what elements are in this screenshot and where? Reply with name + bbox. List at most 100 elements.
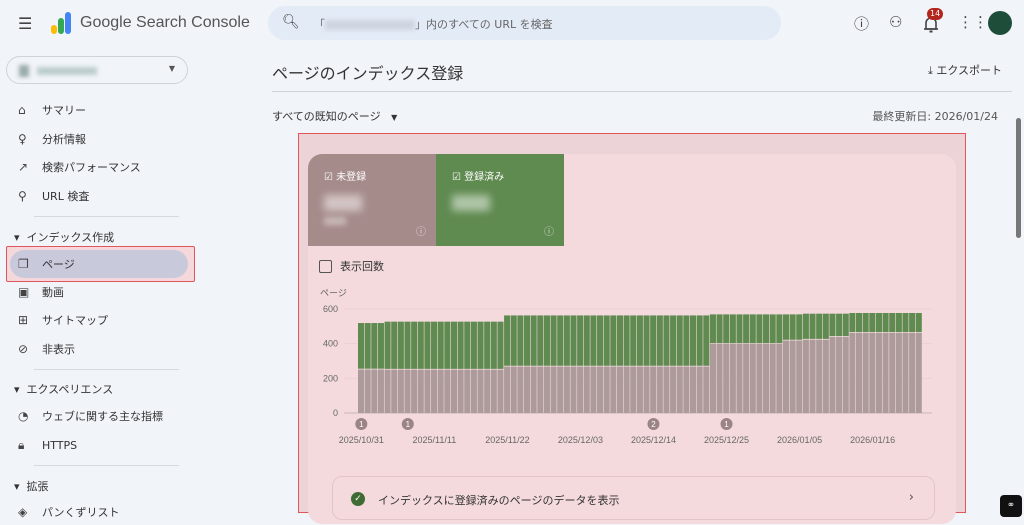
sidebar-item-insights[interactable]: ♀ 分析情報 <box>0 126 196 152</box>
bar-indexed <box>437 321 444 369</box>
bar-indexed <box>822 313 829 339</box>
bar-indexed <box>769 314 776 344</box>
help-icon[interactable]: ⓘ <box>544 227 554 238</box>
menu-icon[interactable]: ☰ <box>18 14 33 33</box>
bar-not-indexed <box>796 340 803 413</box>
bar-not-indexed <box>849 332 856 413</box>
sidebar-item-https[interactable]: 🔒︎ HTTPS <box>0 432 196 458</box>
notification-badge: 14 <box>927 8 944 20</box>
bar-indexed <box>371 323 378 369</box>
impressions-toggle[interactable]: 表示回数 <box>319 258 384 274</box>
sidebar-item-label: 検索パフォーマンス <box>42 161 141 174</box>
bar-indexed <box>789 314 796 340</box>
redacted-count <box>324 195 362 211</box>
bar-indexed <box>670 315 677 366</box>
bar-not-indexed <box>543 366 550 413</box>
apps-grid-icon[interactable]: ⋮⋮ <box>958 13 988 31</box>
checkbox[interactable] <box>319 259 332 273</box>
bar-indexed <box>875 312 882 333</box>
bar-indexed <box>743 314 750 344</box>
section-indexing[interactable]: ▾ インデックス作成 <box>14 231 115 244</box>
bar-indexed <box>484 321 491 369</box>
url-inspect-search[interactable]: 🔍︎ 「 」内のすべての URL を検査 <box>268 6 781 40</box>
bar-indexed <box>470 321 477 369</box>
sidebar-item-label: ウェブに関する主な指標 <box>42 410 163 423</box>
sidebar-item-label: 動画 <box>42 286 64 299</box>
bar-indexed <box>537 315 544 366</box>
page-filter-dropdown[interactable]: すべての既知のページ ▼ <box>272 108 397 124</box>
bar-indexed <box>457 321 464 369</box>
y-tick-label: 0 <box>333 408 338 418</box>
bar-indexed <box>703 315 710 366</box>
filter-label: すべての既知のページ <box>272 110 381 123</box>
bar-not-indexed <box>603 366 610 413</box>
bar-not-indexed <box>696 366 703 413</box>
bar-not-indexed <box>616 366 623 413</box>
bar-indexed <box>856 312 863 333</box>
extension-icon[interactable]: ⚭ <box>1000 495 1022 517</box>
bar-indexed <box>377 323 384 369</box>
scrollbar[interactable] <box>1014 100 1022 520</box>
help-icon[interactable]: ⓘ <box>416 227 426 238</box>
section-enhancements[interactable]: ▾ 拡張 <box>14 480 49 493</box>
bar-indexed <box>690 315 697 366</box>
section-experience[interactable]: ▾ エクスペリエンス <box>14 383 114 396</box>
sidebar-item-breadcrumbs[interactable]: ◈ パンくずリスト <box>0 499 196 525</box>
search-icon: 🔍︎ <box>282 14 300 30</box>
sidebar-item-sitemap[interactable]: ⊞ サイトマップ <box>0 307 196 333</box>
bar-not-indexed <box>909 332 916 413</box>
pages-icon: ❐ <box>18 257 29 271</box>
bar-indexed <box>524 315 531 366</box>
tile-not-indexed[interactable]: ☑ 未登録 ⓘ <box>308 154 436 246</box>
bar-not-indexed <box>510 366 517 413</box>
layers-icon: ◈ <box>18 505 28 519</box>
bar-indexed <box>802 313 809 339</box>
divider <box>34 216 179 217</box>
bar-indexed <box>696 315 703 366</box>
sidebar-item-performance[interactable]: ↗ 検索パフォーマンス <box>0 154 196 180</box>
bar-not-indexed <box>822 339 829 413</box>
bar-indexed <box>862 312 869 333</box>
y-tick-label: 600 <box>323 304 338 314</box>
avatar[interactable] <box>988 11 1012 35</box>
bar-indexed <box>656 315 663 366</box>
bar-indexed <box>902 312 909 333</box>
bar-indexed <box>504 315 511 366</box>
bar-not-indexed <box>457 369 464 413</box>
bar-not-indexed <box>524 366 531 413</box>
export-button[interactable]: ⤓ エクスポート <box>928 62 1002 78</box>
bar-indexed <box>776 314 783 344</box>
sidebar-item-video[interactable]: ▣ 動画 <box>0 279 196 305</box>
sidebar-item-label: サマリー <box>42 104 86 117</box>
bar-not-indexed <box>537 366 544 413</box>
view-indexed-pages-link[interactable]: ✓ インデックスに登録済みのページのデータを表示 › <box>332 476 935 520</box>
divider <box>34 369 179 370</box>
sidebar-item-core-web-vitals[interactable]: ◔ ウェブに関する主な指標 <box>0 403 196 429</box>
bar-indexed <box>431 321 438 369</box>
impressions-label: 表示回数 <box>340 260 384 273</box>
sidebar-item-removals[interactable]: ⊘ 非表示 <box>0 336 196 362</box>
bar-indexed <box>384 321 391 369</box>
bar-indexed <box>583 315 590 366</box>
bar-not-indexed <box>610 366 617 413</box>
bar-not-indexed <box>470 369 477 413</box>
x-tick-label: 2026/01/05 <box>777 435 822 445</box>
y-axis-label: ページ <box>320 288 347 298</box>
bar-indexed <box>915 312 922 333</box>
bar-indexed <box>716 314 723 344</box>
sidebar-item-url-inspection[interactable]: ⚲ URL 検査 <box>0 183 196 209</box>
property-selector[interactable]: ▼ <box>6 56 188 84</box>
check-circle-icon: ✓ <box>351 492 365 506</box>
link-label: インデックスに登録済みのページのデータを表示 <box>378 494 620 507</box>
sidebar-item-summary[interactable]: ⌂ サマリー <box>0 97 196 123</box>
tile-indexed[interactable]: ☑ 登録済み ⓘ <box>436 154 564 246</box>
bar-not-indexed <box>577 366 584 413</box>
divider <box>34 465 179 466</box>
help-icon[interactable]: ⓘ <box>854 15 870 33</box>
user-settings-icon[interactable]: ⚇ <box>889 13 903 31</box>
bar-not-indexed <box>915 332 922 413</box>
bar-indexed <box>610 315 617 366</box>
bar-not-indexed <box>776 344 783 413</box>
sidebar-item-pages[interactable]: ❐ ページ <box>0 251 196 277</box>
bar-not-indexed <box>464 369 471 413</box>
